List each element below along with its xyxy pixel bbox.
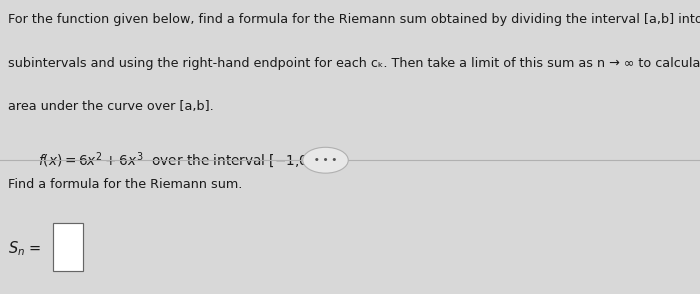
Text: Find a formula for the Riemann sum.: Find a formula for the Riemann sum. [8,178,243,191]
Text: $S_n$ =: $S_n$ = [8,240,42,258]
Text: subintervals and using the right-hand endpoint for each cₖ. Then take a limit of: subintervals and using the right-hand en… [8,57,700,70]
Text: area under the curve over [a,b].: area under the curve over [a,b]. [8,100,214,113]
Text: $f(x) = 6x^2 + 6x^3$  over the interval [−1,0]: $f(x) = 6x^2 + 6x^3$ over the interval [… [38,150,314,170]
Text: • • •: • • • [314,156,337,165]
Ellipse shape [302,147,349,173]
Text: For the function given below, find a formula for the Riemann sum obtained by div: For the function given below, find a for… [8,13,700,26]
FancyBboxPatch shape [53,223,83,271]
